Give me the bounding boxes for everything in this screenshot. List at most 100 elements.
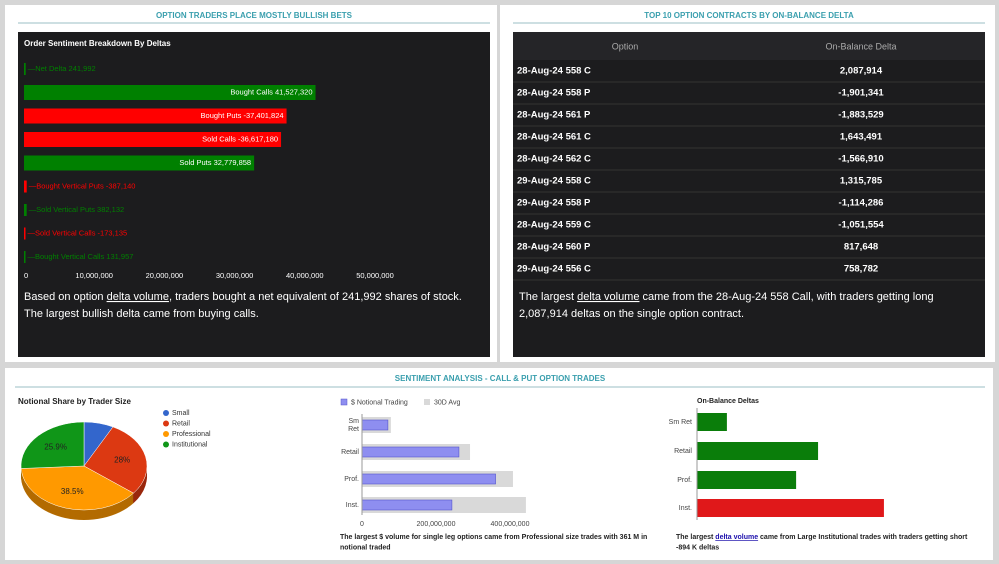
bar: [361, 419, 389, 431]
cell: -1,901,341: [838, 88, 884, 99]
value-label: 241,992: [69, 64, 96, 73]
cell: 29-Aug-24 558 P: [517, 198, 591, 209]
cell: 817,648: [844, 242, 878, 253]
table-header: [513, 32, 985, 60]
bar: [24, 204, 27, 216]
cell: 28-Aug-24 562 C: [517, 154, 591, 165]
cell: 29-Aug-24 558 C: [517, 176, 591, 187]
legend-label: Institutional: [172, 441, 208, 448]
column-header: On-Balance Delta: [825, 41, 896, 51]
bar-label: Bought Calls 41,527,320: [230, 87, 312, 96]
legend-label: Retail: [172, 420, 190, 427]
dash: —: [29, 181, 37, 190]
bar: [24, 132, 282, 147]
y-tick-label: Retail: [341, 449, 359, 456]
legend-swatch: [163, 431, 169, 437]
y-tick-label: Prof.: [677, 477, 692, 484]
panel-title: OPTION TRADERS PLACE MOSTLY BULLISH BETS: [156, 11, 353, 20]
pie-slice: [20, 465, 134, 511]
panel: [5, 368, 993, 560]
value-label: 32,779,858: [214, 158, 252, 167]
bar: [361, 499, 453, 511]
x-tick-label: 200,000,000: [417, 521, 456, 528]
dark-box: [513, 32, 985, 357]
cell: 758,782: [844, 264, 878, 275]
note-text: , traders bought a net equivalent of 241…: [169, 291, 462, 303]
note-line: The largest $ volume for single leg opti…: [340, 534, 647, 541]
bar-label: Sold Calls -36,617,180: [202, 134, 278, 143]
note-text: Based on option: [24, 291, 107, 303]
bar: [697, 499, 884, 517]
y-tick-label: Sm Ret: [669, 419, 692, 426]
legend-swatch: [163, 441, 169, 448]
note-text: came from the 28-Aug-24 558 Call, with t…: [639, 291, 933, 303]
cell: -1,051,554: [838, 220, 884, 231]
cell: -1,114,286: [839, 198, 884, 209]
x-tick-label: 0: [360, 521, 364, 528]
category: Bought Vertical Puts: [36, 181, 104, 190]
y-tick-label: Sm Ret: [348, 418, 359, 433]
cell: 28-Aug-24 559 C: [517, 220, 591, 231]
chart-title: On-Balance Deltas: [697, 398, 759, 405]
cell: 28-Aug-24 561 P: [517, 110, 591, 121]
link[interactable]: delta volume: [577, 291, 639, 303]
link[interactable]: delta volume: [715, 534, 758, 541]
bar: [697, 442, 819, 460]
bar-label: —Bought Vertical Calls 131,957: [28, 252, 134, 261]
x-tick-label: 400,000,000: [491, 521, 530, 528]
cell: 28-Aug-24 560 P: [517, 242, 591, 253]
cell: 28-Aug-24 558 P: [517, 88, 591, 99]
value-label: -36,617,180: [238, 134, 278, 143]
x-tick-label: 50,000,000: [356, 271, 394, 280]
bar: [24, 85, 316, 100]
legend-label: Professional: [172, 431, 211, 438]
cell: -1,566,910: [838, 154, 883, 165]
x-tick-label: 0: [24, 271, 28, 280]
legend-swatch: [163, 410, 169, 416]
x-tick-label: 20,000,000: [146, 271, 184, 280]
slice-label: 28%: [114, 455, 130, 464]
bar: [24, 251, 26, 263]
note-text: 2,087,914 deltas on the single option co…: [519, 308, 744, 320]
legend-swatch: [340, 398, 348, 406]
bar: [24, 180, 27, 193]
note-line: notional traded: [340, 544, 391, 551]
note-line: -894 K deltas: [676, 544, 719, 551]
bar: [697, 413, 727, 431]
note-line: Based on option delta volume, traders bo…: [24, 291, 462, 303]
legend-label: Small: [172, 410, 190, 417]
value-label: -37,401,824: [244, 111, 284, 120]
category: Sold Vertical Calls: [35, 228, 96, 237]
category: Sold Vertical Puts: [36, 205, 95, 214]
category: Bought Puts: [201, 111, 242, 120]
label-line: Ret: [348, 426, 359, 433]
category: Sold Calls: [202, 134, 236, 143]
note-text: notional traded: [340, 544, 391, 551]
pie-slice: [83, 426, 148, 494]
cell: 1,643,491: [840, 132, 883, 143]
panel-title: TOP 10 OPTION CONTRACTS BY ON-BALANCE DE…: [644, 11, 854, 20]
y-tick-label: Inst.: [346, 502, 359, 509]
legend-label: $ Notional Trading: [351, 399, 408, 406]
dash: —: [29, 205, 37, 214]
bar: [24, 108, 287, 124]
note-text: The largest $ volume for single leg opti…: [340, 534, 647, 541]
legend-swatch: [424, 399, 430, 405]
category: Sold Puts: [179, 158, 211, 167]
column-header: Option: [612, 41, 639, 51]
note-text: The largest: [519, 291, 577, 303]
link[interactable]: delta volume: [107, 291, 169, 303]
bar-label: —Sold Vertical Puts 382,132: [29, 205, 125, 214]
note-line: The largest bullish delta came from buyi…: [24, 308, 259, 320]
note-line: The largest delta volume came from the 2…: [519, 291, 934, 303]
bar: [24, 155, 255, 171]
cell: 2,087,914: [840, 66, 883, 77]
label-line: Sm: [349, 418, 360, 425]
bar: [24, 63, 26, 75]
note-line: 2,087,914 deltas on the single option co…: [519, 308, 744, 320]
slice-label: 25.9%: [44, 442, 67, 451]
value-label: 131,957: [106, 252, 133, 261]
value-label: -387,140: [106, 181, 136, 190]
